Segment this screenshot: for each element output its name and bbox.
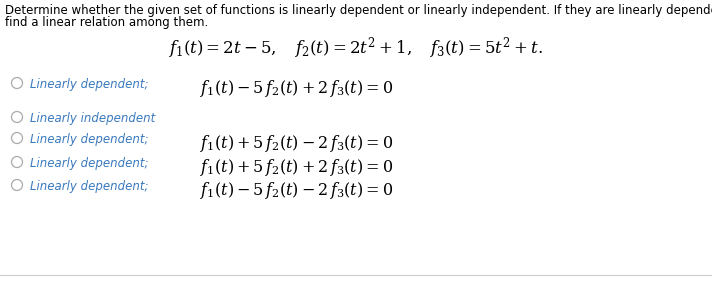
Text: Linearly dependent;: Linearly dependent; [30,133,149,146]
Text: Linearly dependent;: Linearly dependent; [30,180,149,193]
Ellipse shape [11,156,23,168]
Text: Linearly independent: Linearly independent [30,112,155,125]
Text: Determine whether the given set of functions is linearly dependent or linearly i: Determine whether the given set of funct… [5,4,712,17]
Text: $f_1(t) = 2t - 5,\quad f_2(t) = 2t^2 + 1,\quad f_3(t) = 5t^2 + t.$: $f_1(t) = 2t - 5,\quad f_2(t) = 2t^2 + 1… [169,35,543,61]
Ellipse shape [11,132,23,143]
Ellipse shape [11,112,23,123]
Text: $f_1(t) - 5\,f_2(t) + 2\,f_3(t) = 0$: $f_1(t) - 5\,f_2(t) + 2\,f_3(t) = 0$ [200,78,393,99]
Text: $f_1(t) - 5\,f_2(t) - 2\,f_3(t) = 0$: $f_1(t) - 5\,f_2(t) - 2\,f_3(t) = 0$ [200,180,393,201]
Ellipse shape [11,179,23,190]
Text: $f_1(t) + 5\,f_2(t) - 2\,f_3(t) = 0$: $f_1(t) + 5\,f_2(t) - 2\,f_3(t) = 0$ [200,133,393,154]
Text: Linearly dependent;: Linearly dependent; [30,78,149,91]
Text: Linearly dependent;: Linearly dependent; [30,157,149,170]
Ellipse shape [11,78,23,89]
Text: $f_1(t) + 5\,f_2(t) + 2\,f_3(t) = 0$: $f_1(t) + 5\,f_2(t) + 2\,f_3(t) = 0$ [200,157,393,178]
Text: find a linear relation among them.: find a linear relation among them. [5,16,208,29]
